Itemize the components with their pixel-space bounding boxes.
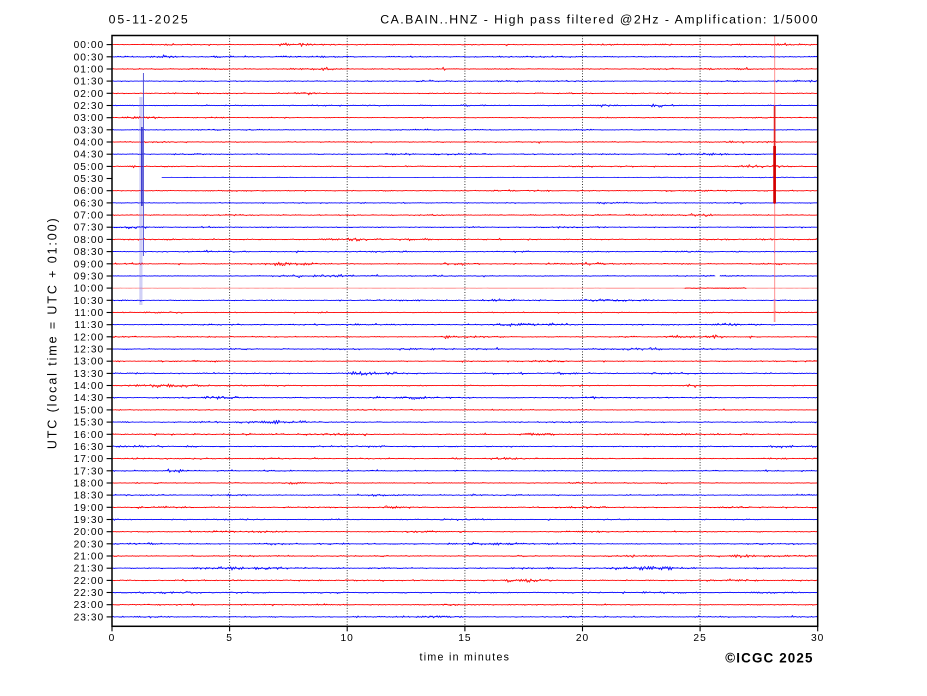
- svg-text:08:30: 08:30: [74, 247, 105, 258]
- svg-text:04:00: 04:00: [74, 138, 105, 149]
- svg-text:11:30: 11:30: [74, 320, 104, 331]
- svg-text:13:30: 13:30: [74, 369, 105, 380]
- svg-text:02:00: 02:00: [74, 89, 105, 100]
- svg-text:CA.BAIN..HNZ - High pass filte: CA.BAIN..HNZ - High pass filtered @2Hz -…: [380, 13, 819, 27]
- svg-text:18:30: 18:30: [74, 491, 105, 502]
- svg-text:21:00: 21:00: [74, 552, 105, 563]
- svg-text:16:30: 16:30: [74, 442, 105, 453]
- svg-text:0: 0: [109, 633, 116, 644]
- svg-text:UTC (local time = UTC + 01:00): UTC (local time = UTC + 01:00): [46, 216, 60, 449]
- svg-text:01:00: 01:00: [74, 65, 105, 76]
- svg-text:16:00: 16:00: [74, 430, 105, 441]
- svg-text:22:00: 22:00: [74, 576, 105, 587]
- svg-text:17:00: 17:00: [74, 454, 105, 465]
- svg-text:02:30: 02:30: [74, 101, 105, 112]
- svg-text:09:00: 09:00: [74, 259, 105, 270]
- svg-text:22:30: 22:30: [74, 588, 105, 599]
- svg-text:time in minutes: time in minutes: [420, 652, 511, 664]
- svg-text:07:00: 07:00: [74, 211, 105, 222]
- svg-text:07:30: 07:30: [74, 223, 105, 234]
- svg-text:13:00: 13:00: [74, 357, 105, 368]
- svg-text:03:30: 03:30: [74, 125, 105, 136]
- svg-text:11:00: 11:00: [74, 308, 104, 319]
- svg-text:10:00: 10:00: [74, 284, 105, 295]
- svg-text:17:30: 17:30: [74, 466, 105, 477]
- svg-text:23:30: 23:30: [74, 612, 105, 623]
- svg-text:14:30: 14:30: [74, 393, 105, 404]
- svg-text:01:30: 01:30: [74, 77, 105, 88]
- svg-text:18:00: 18:00: [74, 479, 105, 490]
- svg-text:09:30: 09:30: [74, 272, 105, 283]
- svg-text:25: 25: [693, 633, 706, 644]
- svg-text:08:00: 08:00: [74, 235, 105, 246]
- svg-text:05:00: 05:00: [74, 162, 105, 173]
- svg-text:20: 20: [576, 633, 589, 644]
- svg-text:19:30: 19:30: [74, 515, 105, 526]
- svg-text:15:00: 15:00: [74, 405, 105, 416]
- svg-text:10: 10: [341, 633, 354, 644]
- svg-text:21:30: 21:30: [74, 564, 105, 575]
- svg-text:5: 5: [226, 633, 233, 644]
- svg-text:03:00: 03:00: [74, 113, 105, 124]
- svg-text:04:30: 04:30: [74, 150, 105, 161]
- svg-text:19:00: 19:00: [74, 503, 105, 514]
- svg-text:05:30: 05:30: [74, 174, 105, 185]
- svg-text:06:00: 06:00: [74, 186, 105, 197]
- svg-text:12:30: 12:30: [74, 345, 105, 356]
- svg-text:15:30: 15:30: [74, 418, 105, 429]
- svg-text:14:00: 14:00: [74, 381, 105, 392]
- svg-text:05-11-2025: 05-11-2025: [109, 13, 190, 27]
- svg-text:00:00: 00:00: [74, 40, 105, 51]
- svg-text:15: 15: [458, 633, 471, 644]
- svg-text:20:00: 20:00: [74, 527, 105, 538]
- svg-text:00:30: 00:30: [74, 52, 105, 63]
- svg-text:©ICGC 2025: ©ICGC 2025: [725, 651, 813, 666]
- svg-text:12:00: 12:00: [74, 332, 105, 343]
- svg-text:10:30: 10:30: [74, 296, 105, 307]
- svg-text:06:30: 06:30: [74, 198, 105, 209]
- svg-text:20:30: 20:30: [74, 539, 105, 550]
- svg-text:30: 30: [811, 633, 824, 644]
- svg-text:23:00: 23:00: [74, 600, 105, 611]
